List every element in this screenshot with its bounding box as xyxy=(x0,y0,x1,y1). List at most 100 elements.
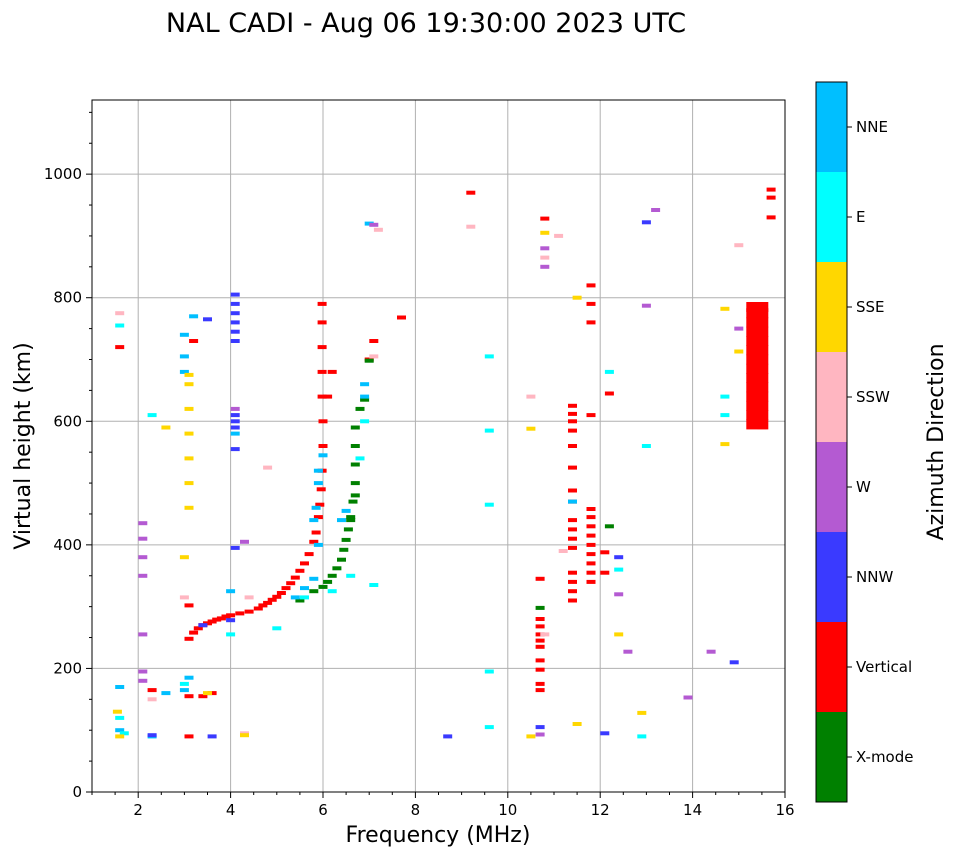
echo-point-vertical xyxy=(766,215,776,220)
echo-point-ssw xyxy=(115,311,125,316)
echo-point-vertical xyxy=(207,619,217,624)
colorbar-segment xyxy=(816,262,847,352)
echo-point-nne xyxy=(318,453,328,458)
y-tick-label: 1000 xyxy=(44,165,82,183)
echo-point-nne xyxy=(360,394,370,399)
colorbar-segment xyxy=(816,172,847,262)
echo-point-nne xyxy=(568,499,577,504)
echo-point-ssw xyxy=(526,394,536,399)
echo-point-nne xyxy=(364,221,374,226)
echo-point-vertical xyxy=(235,611,245,616)
echo-point-vertical xyxy=(535,681,545,686)
echo-point-e xyxy=(115,323,125,328)
echo-point-x-mode xyxy=(337,557,346,562)
x-tick-label: 2 xyxy=(133,801,143,819)
echo-point-vertical xyxy=(535,624,545,629)
echo-point-e xyxy=(147,413,157,418)
echo-point-nne xyxy=(341,508,351,513)
echo-point-nne xyxy=(309,518,319,523)
echo-point-vertical-block xyxy=(746,317,769,328)
echo-point-vertical xyxy=(586,320,596,325)
echo-point-sse xyxy=(526,734,536,739)
echo-point-vertical xyxy=(586,561,596,566)
echo-point-e xyxy=(300,595,309,600)
echo-point-ssw xyxy=(369,354,379,359)
echo-point-vertical xyxy=(317,369,327,374)
echo-point-vertical-block xyxy=(746,419,769,430)
echo-point-vertical xyxy=(535,576,545,581)
echo-point-vertical xyxy=(290,575,300,580)
echo-point-ssw xyxy=(244,595,254,600)
echo-point-nnw xyxy=(600,731,610,736)
echo-point-w xyxy=(138,632,148,637)
echo-point-w xyxy=(138,573,148,578)
echo-point-vertical xyxy=(317,301,327,306)
echo-point-e xyxy=(360,419,370,424)
echo-point-x-mode xyxy=(360,397,370,402)
echo-point-vertical-block xyxy=(746,363,769,374)
echo-point-vertical xyxy=(267,597,277,602)
echo-point-vertical xyxy=(263,600,273,605)
echo-point-nnw xyxy=(230,419,240,424)
echo-point-w xyxy=(369,222,379,227)
echo-point-e xyxy=(720,413,730,418)
echo-point-vertical xyxy=(189,630,199,635)
echo-point-vertical xyxy=(300,561,309,566)
echo-point-vertical xyxy=(600,570,610,575)
echo-point-w xyxy=(540,246,550,251)
echo-point-w xyxy=(614,592,624,597)
echo-point-nnw xyxy=(230,311,240,316)
echo-point-vertical xyxy=(272,594,282,599)
echo-point-x-mode xyxy=(295,598,305,603)
colorbar-label-sse: SSE xyxy=(856,298,885,316)
x-tick-label: 8 xyxy=(411,801,421,819)
colorbar-segment xyxy=(816,352,847,442)
echo-point-vertical xyxy=(535,638,545,643)
echo-point-nnw xyxy=(198,623,208,628)
echo-point-x-mode xyxy=(346,515,356,520)
echo-point-vertical-block xyxy=(746,326,769,337)
echo-point-x-mode xyxy=(346,518,356,523)
echo-point-vertical xyxy=(568,527,577,532)
y-tick-label: 400 xyxy=(53,536,82,554)
echo-point-nnw xyxy=(230,413,240,418)
colorbar-label-ssw: SSW xyxy=(856,388,890,406)
echo-point-sse xyxy=(184,431,194,436)
echo-point-nnw xyxy=(443,734,453,739)
echo-point-vertical xyxy=(586,542,596,547)
echo-point-vertical-block xyxy=(746,336,769,346)
echo-point-nne xyxy=(161,691,171,696)
echo-point-e xyxy=(637,734,647,739)
echo-point-vertical xyxy=(276,591,286,595)
echo-point-vertical xyxy=(586,570,596,575)
echo-point-nne xyxy=(311,505,321,510)
echo-point-e xyxy=(272,626,282,631)
echo-point-x-mode xyxy=(332,566,342,571)
echo-point-vertical xyxy=(309,539,319,544)
echo-point-nne xyxy=(313,468,323,473)
echo-point-e xyxy=(119,731,129,736)
echo-point-vertical xyxy=(568,518,577,523)
y-tick-label: 0 xyxy=(72,783,82,801)
echo-point-nne xyxy=(309,576,319,581)
echo-point-x-mode xyxy=(350,462,360,467)
echo-point-sse xyxy=(720,442,730,447)
echo-point-ssw xyxy=(734,243,744,248)
echo-point-vertical xyxy=(304,552,314,557)
echo-point-nnw xyxy=(230,339,240,343)
echo-point-e xyxy=(346,573,356,578)
echo-point-w xyxy=(641,303,651,308)
echo-point-nne xyxy=(189,314,199,319)
echo-point-nne xyxy=(179,332,189,337)
echo-point-x-mode xyxy=(355,406,365,411)
echo-point-vertical-block xyxy=(746,410,769,421)
data-marks xyxy=(112,187,776,739)
echo-point-nne xyxy=(179,688,189,693)
echo-point-sse xyxy=(184,456,194,461)
echo-point-vertical xyxy=(766,187,776,192)
echo-point-vertical xyxy=(586,524,596,529)
echo-point-vertical xyxy=(286,581,296,586)
colorbar-label-e: E xyxy=(856,208,865,226)
echo-point-vertical xyxy=(466,190,476,195)
echo-point-vertical xyxy=(281,586,291,591)
